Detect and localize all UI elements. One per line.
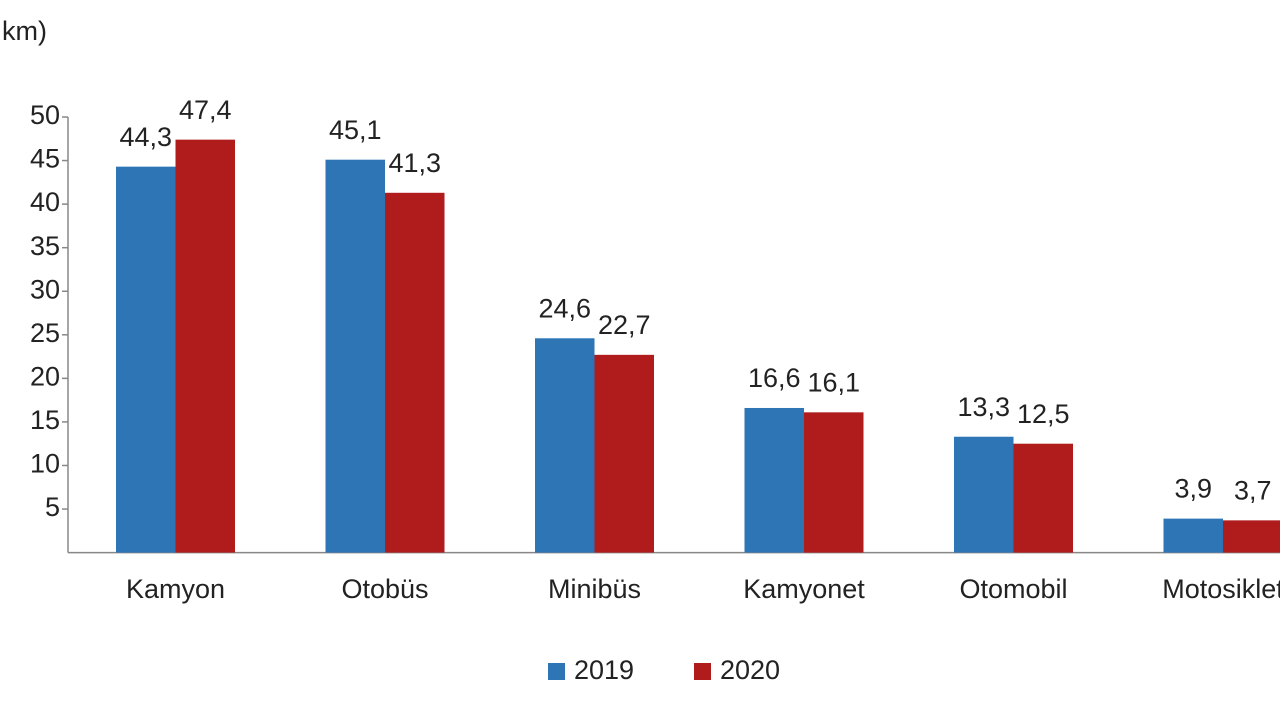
- value-label: 16,6: [748, 363, 801, 393]
- value-label: 24,6: [538, 293, 591, 323]
- y-tick-label: 25: [30, 318, 60, 348]
- bar: [535, 338, 595, 553]
- y-tick-label: 45: [30, 144, 60, 174]
- legend-swatch: [694, 663, 711, 680]
- y-tick-label: 35: [30, 231, 60, 261]
- value-label: 3,9: [1174, 474, 1212, 504]
- y-tick-label: 40: [30, 187, 60, 217]
- bar: [175, 139, 235, 553]
- value-label: 12,5: [1017, 399, 1070, 429]
- bar: [804, 412, 864, 553]
- bar: [1163, 518, 1223, 553]
- x-tick-label: Kamyon: [126, 574, 225, 604]
- x-tick-label: Otobüs: [341, 574, 428, 604]
- value-label: 22,7: [598, 310, 651, 340]
- y-tick-label: 50: [30, 100, 60, 130]
- y-tick-label: 15: [30, 405, 60, 435]
- y-tick-label: 5: [45, 492, 60, 522]
- value-label: 45,1: [329, 115, 382, 145]
- x-tick-label: Minibüs: [548, 574, 641, 604]
- y-tick-label: 10: [30, 449, 60, 479]
- y-axis-label: km): [2, 16, 47, 46]
- x-tick-label: Otomobil: [959, 574, 1067, 604]
- x-tick-label: Kamyonet: [743, 574, 865, 604]
- bar: [744, 407, 804, 553]
- legend-swatch: [548, 663, 565, 680]
- legend-label: 2019: [574, 655, 634, 685]
- bar: [325, 159, 385, 553]
- value-label: 3,7: [1234, 475, 1272, 505]
- value-label: 41,3: [388, 148, 441, 178]
- bar: [1013, 443, 1073, 553]
- value-label: 16,1: [807, 367, 860, 397]
- y-tick-label: 30: [30, 274, 60, 304]
- bar: [1223, 520, 1280, 553]
- value-label: 47,4: [179, 95, 232, 125]
- legend-label: 2020: [720, 655, 780, 685]
- bar: [385, 192, 445, 553]
- x-tick-label: Motosiklet: [1162, 574, 1280, 604]
- value-label: 13,3: [957, 392, 1010, 422]
- bar: [116, 166, 176, 553]
- y-tick-label: 20: [30, 361, 60, 391]
- bar: [594, 354, 654, 553]
- bar: [954, 436, 1014, 553]
- value-label: 44,3: [119, 122, 172, 152]
